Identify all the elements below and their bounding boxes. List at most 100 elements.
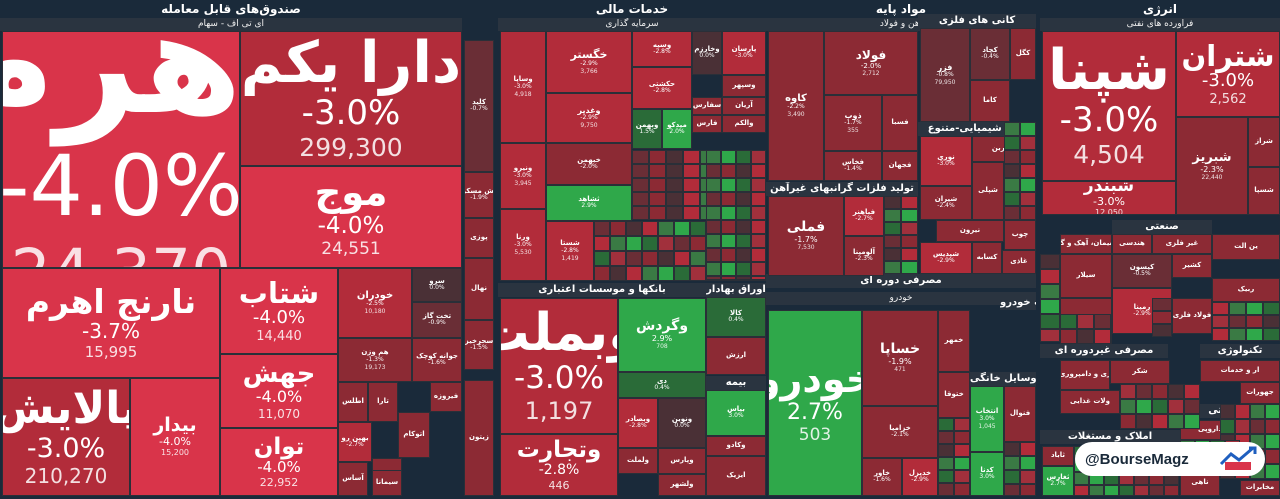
minor-stock-cell[interactable] <box>610 266 626 281</box>
minor-stock-cell[interactable] <box>683 150 700 164</box>
minor-stock-cell[interactable] <box>666 150 683 164</box>
stock-tile[interactable]: خزامیا -2.1% <box>862 406 938 458</box>
minor-stock-cell[interactable] <box>751 248 766 262</box>
stock-tile[interactable]: وغدیر -2.9% 9,750 <box>546 93 632 143</box>
stock-tile[interactable]: فملی -1.7% 7,530 <box>768 196 844 276</box>
minor-stock-cell[interactable] <box>683 178 700 192</box>
minor-stock-cell[interactable] <box>1235 419 1250 434</box>
stock-tile[interactable]: والکم <box>722 115 766 133</box>
minor-stock-cell[interactable] <box>632 192 649 206</box>
stock-tile[interactable]: کاوه -2.2% 3,490 <box>768 31 824 181</box>
minor-stock-cell[interactable] <box>1265 419 1280 434</box>
stock-tile[interactable]: کگل <box>1010 28 1036 80</box>
minor-stock-cell[interactable] <box>1004 484 1020 496</box>
minor-stock-cell[interactable] <box>649 164 666 178</box>
stock-tile[interactable]: خبهمن -2.0% <box>546 143 632 185</box>
minor-stock-cell[interactable] <box>1040 284 1060 299</box>
minor-stock-cell[interactable] <box>642 221 658 236</box>
minor-stock-cell[interactable] <box>901 196 918 209</box>
minor-stock-cell[interactable] <box>1152 311 1172 324</box>
stock-tile[interactable]: ولشهر <box>658 474 706 496</box>
minor-stock-cell[interactable] <box>1152 414 1168 429</box>
minor-stock-cell[interactable] <box>901 248 918 261</box>
minor-stock-cell[interactable] <box>706 248 721 262</box>
stock-tile[interactable]: وساپا -3.0% 4,918 <box>500 31 546 143</box>
minor-stock-cell[interactable] <box>751 276 766 280</box>
minor-stock-cell[interactable] <box>1149 485 1164 496</box>
minor-stock-cell[interactable] <box>1060 314 1077 329</box>
minor-stock-cell[interactable] <box>938 444 954 457</box>
minor-stock-cell[interactable] <box>884 248 901 261</box>
minor-stock-cell[interactable] <box>1152 324 1172 337</box>
stock-tile[interactable]: آساس <box>338 462 368 496</box>
stock-tile[interactable]: شکر <box>1110 360 1170 384</box>
minor-stock-cell[interactable] <box>751 164 766 178</box>
minor-stock-cell[interactable] <box>1040 329 1060 342</box>
minor-stock-cell[interactable] <box>1004 192 1020 206</box>
minor-stock-cell[interactable] <box>1077 314 1094 329</box>
minor-stock-cell[interactable] <box>736 150 751 164</box>
stock-tile[interactable]: شتران -3.0% 2,562 <box>1176 31 1280 117</box>
minor-stock-cell[interactable] <box>610 251 626 266</box>
minor-stock-cell[interactable] <box>642 251 658 266</box>
minor-stock-cell[interactable] <box>901 209 918 222</box>
stock-tile[interactable]: ذوب -1.7% 355 <box>824 95 882 151</box>
minor-stock-cell[interactable] <box>1004 136 1020 150</box>
minor-stock-cell[interactable] <box>1265 449 1280 464</box>
stock-tile[interactable]: نارنج اهرم -3.7% 15,995 <box>2 268 220 378</box>
stock-tile[interactable]: ولملت <box>618 448 658 474</box>
stock-tile[interactable]: غیر فلزی <box>1152 234 1212 254</box>
minor-stock-cell[interactable] <box>1152 298 1172 311</box>
minor-stock-cell[interactable] <box>1220 419 1235 434</box>
stock-tile[interactable]: وبهمن 1.5% <box>632 109 662 149</box>
minor-stock-cell[interactable] <box>1184 399 1200 414</box>
minor-stock-cell[interactable] <box>594 221 610 236</box>
minor-stock-cell[interactable] <box>736 262 751 276</box>
stock-tile[interactable]: فخاس -1.4% <box>824 151 882 181</box>
minor-stock-cell[interactable] <box>1094 314 1111 329</box>
stock-tile[interactable]: ین الت <box>1212 234 1280 260</box>
minor-stock-cell[interactable] <box>1235 404 1250 419</box>
stock-tile[interactable]: زیتون <box>464 380 494 496</box>
minor-stock-cell[interactable] <box>1229 302 1246 315</box>
stock-tile[interactable]: پارسان -3.0% <box>722 31 766 75</box>
minor-stock-cell[interactable] <box>649 192 666 206</box>
minor-stock-cell[interactable] <box>1168 414 1184 429</box>
minor-stock-cell[interactable] <box>1229 315 1246 328</box>
stock-tile[interactable]: سیلار <box>1060 254 1112 298</box>
minor-stock-cell[interactable] <box>632 150 649 164</box>
minor-stock-cell[interactable] <box>626 221 642 236</box>
stock-tile[interactable]: آریان <box>722 97 766 115</box>
minor-stock-cell[interactable] <box>884 209 901 222</box>
stock-tile[interactable]: شبریز -2.3% 22,440 <box>1176 117 1248 215</box>
stock-tile[interactable]: خدیزل -2.9% <box>902 458 938 496</box>
stock-tile[interactable]: فیروزه <box>430 382 462 412</box>
minor-stock-cell[interactable] <box>706 206 721 220</box>
minor-stock-cell[interactable] <box>1134 485 1149 496</box>
stock-tile[interactable]: کشیر <box>1172 254 1212 278</box>
stock-tile[interactable]: فولاد -2.0% 2,712 <box>824 31 918 95</box>
stock-tile[interactable]: چوب <box>1004 220 1036 250</box>
stock-tile[interactable]: آلومینا -2.3% <box>844 236 884 276</box>
minor-stock-cell[interactable] <box>1212 315 1229 328</box>
stock-tile[interactable]: وگردش 2.9% 708 <box>618 298 706 372</box>
minor-stock-cell[interactable] <box>1104 485 1119 496</box>
stock-tile[interactable]: جهش -4.0% 11,070 <box>220 354 338 428</box>
minor-stock-cell[interactable] <box>649 178 666 192</box>
minor-stock-cell[interactable] <box>1136 384 1152 399</box>
minor-stock-cell[interactable] <box>1136 399 1152 414</box>
stock-tile[interactable]: فولاد فلزی <box>1172 298 1212 334</box>
stock-tile[interactable]: انتخاب 3.0% 1,045 <box>970 386 1004 452</box>
minor-stock-cell[interactable] <box>1263 302 1280 315</box>
minor-stock-cell[interactable] <box>954 444 970 457</box>
stock-tile[interactable]: وبصادر -2.8% <box>618 398 658 448</box>
stock-tile[interactable]: ری و دامپروری <box>1060 360 1110 390</box>
minor-stock-cell[interactable] <box>1246 302 1263 315</box>
minor-stock-cell[interactable] <box>1040 314 1060 329</box>
minor-stock-cell[interactable] <box>626 236 642 251</box>
stock-tile[interactable]: کسابه <box>972 242 1002 274</box>
minor-stock-cell[interactable] <box>610 236 626 251</box>
stock-tile[interactable]: ونوین 0.0% <box>658 398 706 448</box>
stock-tile[interactable]: شیران -2.4% <box>920 186 972 220</box>
stock-tile[interactable]: نوری -3.0% <box>920 136 972 186</box>
